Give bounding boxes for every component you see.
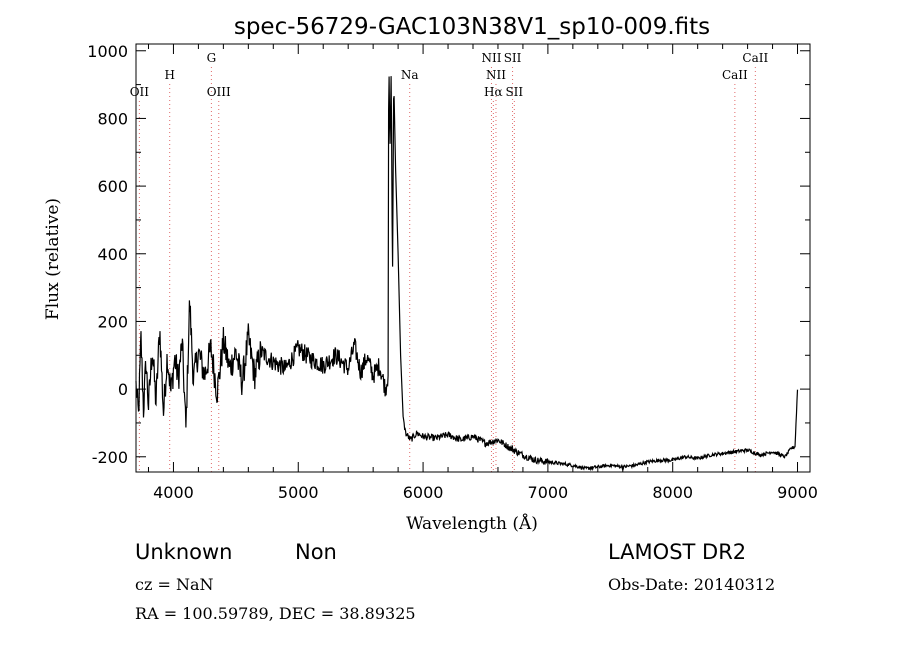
line-marker-label: OII [130, 85, 150, 99]
line-marker-label: Na [401, 68, 419, 82]
coordinates: RA = 100.59789, DEC = 38.89325 [135, 604, 416, 623]
y-tick-label: 1000 [87, 42, 128, 61]
x-tick-label: 7000 [528, 483, 569, 502]
spectrum-line [135, 76, 799, 472]
line-marker-label: OIII [207, 85, 231, 99]
plot-frame [135, 43, 811, 473]
y-tick-label: 0 [118, 380, 128, 399]
line-marker-label: CaII [742, 51, 768, 65]
y-tick-label: 800 [97, 109, 128, 128]
y-tick-label: -200 [92, 448, 128, 467]
y-tick-label: 400 [97, 245, 128, 264]
line-marker-label: NII [486, 68, 506, 82]
x-tick-label: 4000 [153, 483, 194, 502]
observation-date: Obs-Date: 20140312 [608, 575, 776, 594]
line-marker-label: SII [505, 85, 523, 99]
redshift-cz: cz = NaN [135, 575, 214, 594]
y-tick-label: 600 [97, 177, 128, 196]
object-subclass: Non [295, 540, 337, 564]
object-class: Unknown [135, 540, 233, 564]
chart-axes: 4000 5000 6000 7000 8000 9000 -200 0 200 400 600 80… [87, 42, 818, 502]
x-axis-label: Wavelength (Å) [406, 513, 538, 534]
line-marker-label: NII [481, 51, 501, 65]
x-tick-label: 9000 [777, 483, 818, 502]
y-axis-label: Flux (relative) [43, 198, 63, 320]
x-tick-label: 6000 [403, 483, 444, 502]
chart-title: spec-56729-GAC103N38V1_sp10-009.fits [234, 14, 710, 40]
line-marker-label: G [207, 51, 217, 65]
line-marker-label: SII [504, 51, 522, 65]
line-marker-label: CaII [722, 68, 748, 82]
line-marker-label: H [164, 68, 174, 82]
x-tick-label: 8000 [652, 483, 693, 502]
line-marker-label: Hα [484, 85, 503, 99]
survey-name: LAMOST DR2 [608, 540, 747, 564]
y-tick-label: 200 [97, 312, 128, 331]
x-tick-label: 5000 [278, 483, 319, 502]
